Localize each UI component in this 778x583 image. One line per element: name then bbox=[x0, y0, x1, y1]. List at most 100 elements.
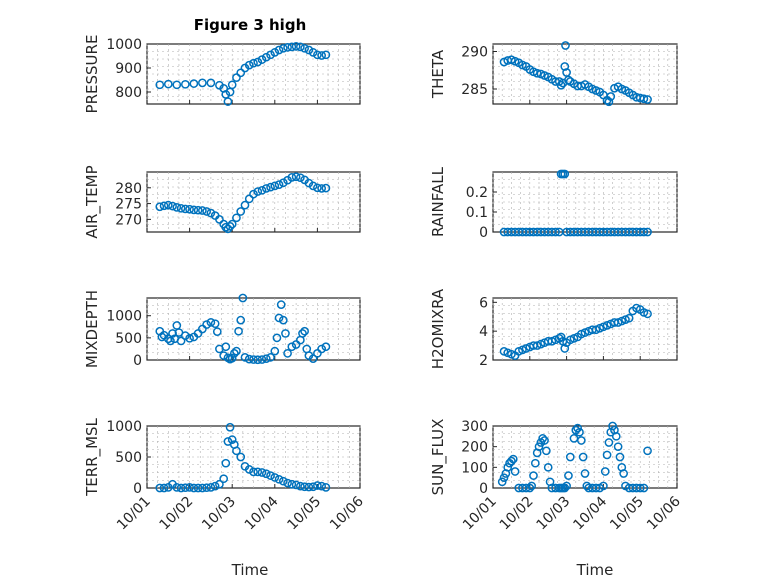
data-point bbox=[283, 478, 292, 488]
y-tick-label: 290 bbox=[461, 45, 488, 61]
data-point bbox=[253, 187, 263, 196]
data-point bbox=[257, 468, 267, 477]
data-point bbox=[270, 181, 280, 191]
y-tick-label: 0 bbox=[479, 225, 488, 241]
data-point bbox=[159, 201, 169, 211]
data-point bbox=[168, 201, 177, 211]
data-point bbox=[321, 483, 331, 492]
data-point bbox=[223, 224, 233, 234]
subplot-5: 0 500 1000 MIXDEPTH bbox=[83, 290, 361, 369]
y-tick-label: 6 bbox=[479, 295, 488, 311]
data-point bbox=[185, 204, 194, 214]
data-point bbox=[521, 483, 531, 493]
data-point bbox=[249, 189, 258, 199]
data-point bbox=[225, 422, 235, 432]
data-point bbox=[300, 482, 309, 492]
x-tick-label: 10/03 bbox=[534, 494, 574, 534]
data-point bbox=[236, 68, 246, 78]
data-point bbox=[206, 208, 216, 218]
x-tick-label: 10/03 bbox=[199, 494, 239, 534]
y-axis-label: RAINFALL bbox=[429, 166, 447, 237]
data-point bbox=[180, 204, 190, 214]
data-point bbox=[215, 215, 224, 224]
x-tick-label: 10/05 bbox=[607, 494, 647, 534]
data-point bbox=[270, 48, 280, 57]
subplot-6: 2 4 6 H2OMIXRA bbox=[429, 288, 678, 369]
data-point bbox=[236, 315, 246, 325]
data-point bbox=[576, 436, 586, 445]
subplot-1: 800 900 1000 PRESSURE bbox=[83, 35, 361, 113]
data-point bbox=[317, 344, 327, 354]
y-axis-label: AIR_TEMP bbox=[83, 165, 102, 238]
x-tick-label: 10/06 bbox=[327, 493, 367, 533]
data-point bbox=[291, 480, 301, 490]
data-point bbox=[261, 52, 271, 62]
data-point bbox=[180, 483, 190, 493]
data-point bbox=[529, 471, 538, 480]
data-point bbox=[232, 346, 241, 356]
data-point bbox=[176, 203, 186, 213]
x-tick-label: 10/06 bbox=[644, 493, 684, 533]
data-point bbox=[232, 73, 241, 82]
data-point bbox=[639, 94, 649, 104]
data-point bbox=[185, 483, 194, 492]
data-point bbox=[599, 481, 608, 491]
data-point bbox=[321, 183, 331, 193]
data-point bbox=[236, 452, 246, 462]
data-point bbox=[530, 458, 540, 468]
data-point bbox=[317, 184, 327, 193]
y-tick-label: 900 bbox=[115, 61, 142, 77]
data-point bbox=[266, 182, 275, 192]
y-tick-label: 280 bbox=[115, 181, 142, 197]
data-point bbox=[257, 355, 267, 364]
data-point bbox=[643, 95, 652, 104]
data-point bbox=[308, 181, 318, 191]
data-point bbox=[639, 227, 649, 237]
data-point bbox=[163, 79, 173, 89]
data-point bbox=[223, 97, 233, 106]
data-point bbox=[560, 169, 570, 179]
data-point bbox=[499, 473, 509, 483]
y-tick-label: 800 bbox=[115, 85, 142, 101]
data-point bbox=[238, 293, 248, 303]
data-point bbox=[198, 206, 207, 215]
data-point bbox=[615, 452, 625, 462]
y-tick-label: 500 bbox=[115, 450, 142, 466]
data-point bbox=[261, 184, 271, 193]
y-tick-label: 270 bbox=[115, 212, 142, 228]
data-point bbox=[300, 43, 309, 53]
x-tick-label: 10/04 bbox=[570, 493, 610, 533]
data-point bbox=[313, 183, 322, 193]
data-point bbox=[635, 483, 645, 493]
data-point bbox=[619, 469, 628, 478]
data-point bbox=[578, 452, 588, 462]
data-point bbox=[227, 219, 237, 229]
data-point bbox=[308, 48, 318, 57]
data-point bbox=[624, 313, 634, 323]
y-tick-label: 2 bbox=[479, 353, 488, 369]
data-point bbox=[244, 194, 254, 204]
data-point bbox=[172, 483, 182, 492]
x-tick-label: 10/01 bbox=[460, 494, 500, 534]
data-point bbox=[542, 446, 551, 456]
data-point bbox=[244, 354, 254, 364]
data-point bbox=[202, 320, 211, 329]
data-point bbox=[313, 50, 322, 60]
data-point bbox=[278, 178, 288, 188]
data-point bbox=[296, 481, 305, 491]
data-point bbox=[229, 349, 239, 358]
figure-title: Figure 3 high bbox=[194, 16, 307, 34]
data-point bbox=[270, 473, 280, 482]
data-point bbox=[198, 78, 207, 88]
data-point bbox=[202, 483, 211, 493]
y-tick-label: 275 bbox=[115, 197, 142, 213]
data-point bbox=[227, 80, 237, 90]
data-point bbox=[300, 326, 309, 336]
data-point bbox=[510, 467, 520, 476]
data-point bbox=[564, 471, 573, 480]
data-point bbox=[266, 352, 275, 362]
subplot-2: 285 290 THETA bbox=[429, 41, 678, 107]
x-tick-label: 10/02 bbox=[497, 494, 537, 534]
data-point bbox=[198, 483, 207, 493]
